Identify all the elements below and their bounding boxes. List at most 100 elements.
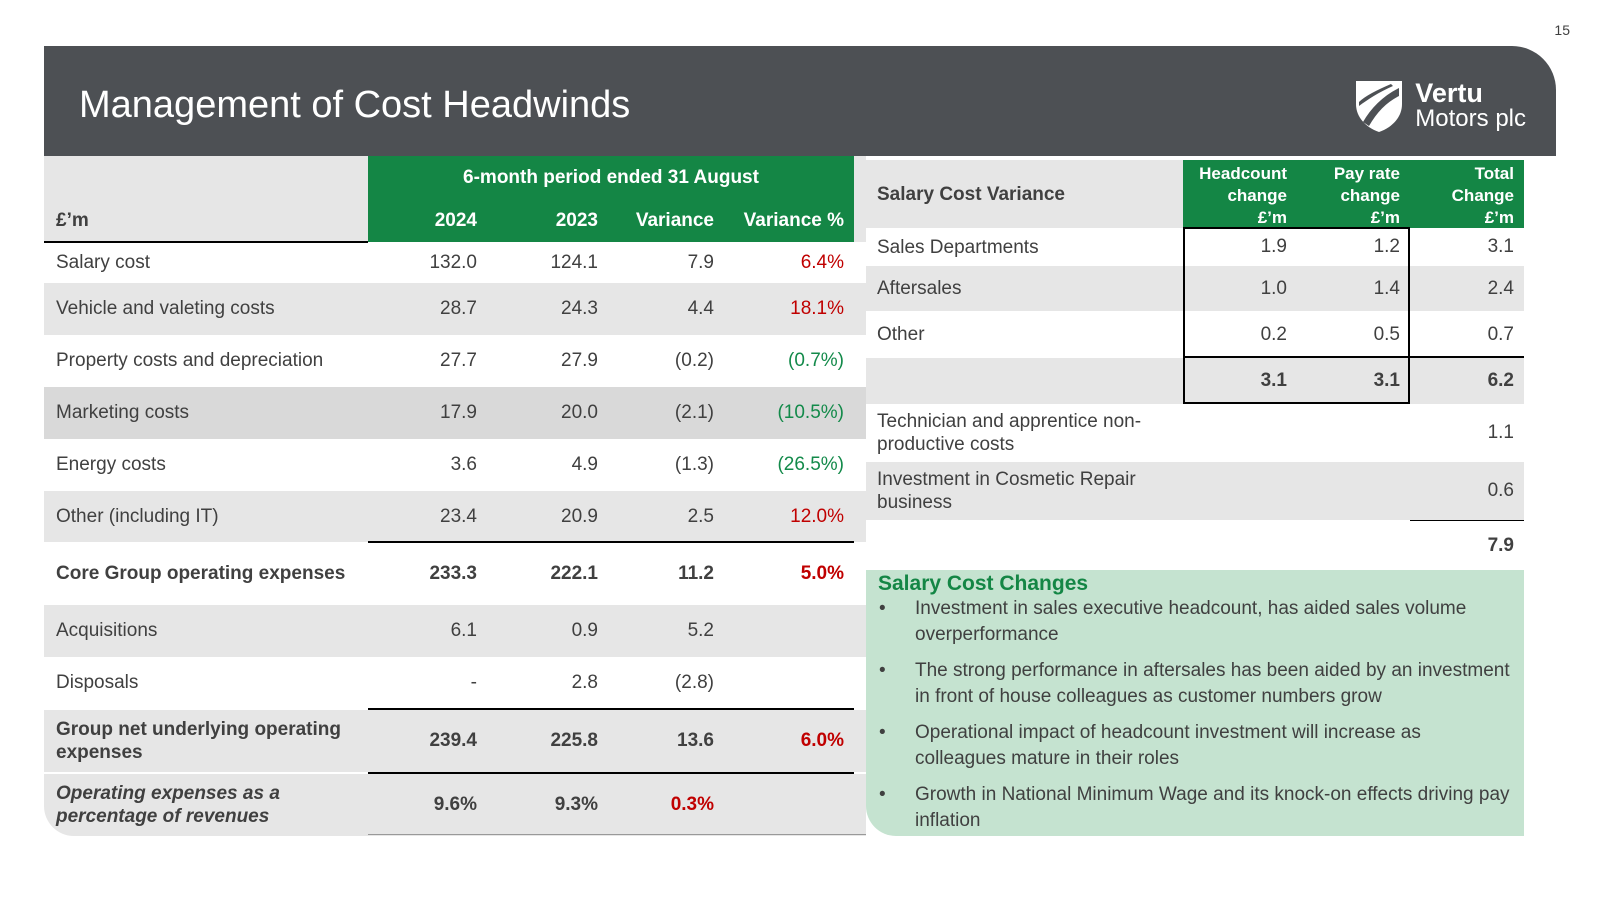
table-row: Energy costs 3.6 4.9 (1.3) (26.5%) [44,439,866,491]
shield-logo-icon [1356,81,1403,132]
cell-2023: 4.9 [571,454,598,475]
row-label: Energy costs [56,454,166,475]
cell-total: 0.6 [1487,480,1514,501]
cell-2024: 6.1 [450,620,477,641]
cell-pay-rate: 3.1 [1373,370,1400,391]
cell-2023: 222.1 [550,563,598,584]
cell-pay-rate: 1.4 [1373,277,1400,299]
cell-total: 6.2 [1487,370,1514,391]
col-header-2023: 2023 [555,210,598,231]
cell-headcount: 0.2 [1260,323,1287,345]
row-label: Vehicle and valeting costs [56,298,275,319]
notes-title: Salary Cost Changes [878,572,1089,595]
cell-variance-pct: 6.0% [800,730,844,751]
list-item: • Growth in National Minimum Wage and its… [879,784,1510,831]
row-label: Technician and apprentice non-productive… [877,411,1142,455]
row-label: Other (including IT) [56,505,219,527]
row-label: Sales Departments [877,236,1039,258]
table-row: Technician and apprentice non-productive… [866,404,1524,462]
company-logo: Vertu Motors plc [1353,78,1526,134]
table-row: Salary cost 132.0 124.1 7.9 6.4% [44,243,866,283]
cell-2024: 17.9 [440,402,477,423]
cell-2024: 239.4 [429,730,477,751]
row-label: Investment in Cosmetic Repair business [877,469,1136,513]
row-label: Acquisitions [56,620,158,641]
table-row: Other (including IT) 23.4 20.9 2.5 12.0% [44,491,866,542]
cell-2024: 233.3 [429,563,477,584]
cell-variance-pct: 18.1% [790,298,844,319]
cell-pay-rate: 0.5 [1373,323,1400,345]
list-item: • The strong performance in aftersales ha… [879,660,1510,707]
col-header-pay-rate: Pay rate change £’m [1297,160,1410,228]
cell-variance-pct: (0.7%) [788,350,844,371]
cell-2023: 124.1 [550,252,598,273]
cell-2024: 132.0 [429,252,477,273]
logo-line2: Motors plc [1415,105,1526,132]
table-row: Core Group operating expenses 233.3 222.… [44,543,866,605]
table-title: Salary Cost Variance [877,183,1065,205]
notes-list: • Investment in sales executive headcount… [878,596,1512,834]
cell-variance: (2.1) [674,402,714,423]
logo-line1: Vertu [1415,78,1483,108]
cell-2023: 20.9 [561,505,598,527]
column-header-row: Salary Cost Variance [866,160,1524,228]
cell-2024: 27.7 [440,350,477,371]
list-item: • Operational impact of headcount investm… [879,722,1421,769]
cell-variance-pct: 6.4% [800,252,844,273]
page-title: Management of Cost Headwinds [79,84,631,126]
cell-2023: 24.3 [561,298,598,319]
cell-variance-pct: (26.5%) [777,454,844,475]
row-label: Property costs and depreciation [56,350,324,371]
cell-2023: 0.9 [571,620,598,641]
cell-total: 7.9 [1487,534,1514,556]
cell-2023: 27.9 [561,350,598,371]
cell-2023: 2.8 [571,672,598,693]
cell-total: 3.1 [1487,236,1514,257]
row-label: Salary cost [56,252,150,273]
cell-variance: 5.2 [687,620,714,641]
highlight-box [1183,227,1410,404]
table-row: Disposals - 2.8 (2.8) [44,657,866,709]
cell-2023: 20.0 [561,402,598,423]
cell-variance-pct: (10.5%) [777,402,844,423]
list-item: • Investment in sales executive headcount… [879,598,1467,645]
cell-2024: 23.4 [440,505,477,527]
cell-total: 2.4 [1487,277,1514,299]
salary-cost-changes-panel: Salary Cost Changes • Investment in sales… [866,570,1524,836]
cell-2024: 9.6% [433,794,477,815]
cell-variance: 7.9 [687,252,714,273]
row-label: Marketing costs [56,402,190,423]
col-header-variance-pct: Variance % [743,210,844,231]
row-label: Group net underlying operating expenses [56,719,341,763]
row-label: Core Group operating expenses [56,563,346,584]
table-row: 7.9 [866,521,1524,570]
cell-headcount: 1.0 [1260,277,1287,299]
cell-2023: 9.3% [554,794,598,815]
cell-total: 0.7 [1487,323,1514,345]
table-row: 3.1 3.1 6.2 [866,358,1524,404]
table-row: Acquisitions 6.1 0.9 5.2 [44,605,866,657]
table-row: Property costs and depreciation 27.7 27.… [44,335,866,387]
table-row: Vehicle and valeting costs 28.7 24.3 4.4… [44,283,866,335]
cell-variance-pct: 5.0% [800,563,844,584]
unit-label: £’m [56,210,89,231]
cost-table: 6-month period ended 31 August £’m 2024 … [44,156,866,836]
table-row: Other 0.2 0.5 0.7 [866,311,1524,358]
cell-headcount: 1.9 [1260,236,1287,257]
slide-header: Management of Cost Headwinds Vertu Motor… [44,46,1556,156]
cell-2023: 225.8 [550,730,598,751]
col-header-2024: 2024 [434,210,477,231]
cell-variance: 4.4 [687,298,714,319]
table-row: Aftersales 1.0 1.4 2.4 [866,266,1524,311]
row-label: Aftersales [877,278,962,299]
column-header-row: £’m 2024 2023 Variance Variance % [44,200,866,242]
table-row: Investment in Cosmetic Repair business 0… [866,462,1524,520]
period-header: 6-month period ended 31 August [368,156,854,200]
cell-variance: 11.2 [678,563,714,584]
cell-variance: (2.8) [674,672,714,693]
cell-variance: (0.2) [674,350,714,371]
cell-variance: 0.3% [670,794,714,815]
table-row: Operating expenses as a percentage of re… [44,774,866,836]
cell-headcount: 3.1 [1260,370,1287,391]
col-header-headcount: Headcount change £’m [1183,160,1297,228]
